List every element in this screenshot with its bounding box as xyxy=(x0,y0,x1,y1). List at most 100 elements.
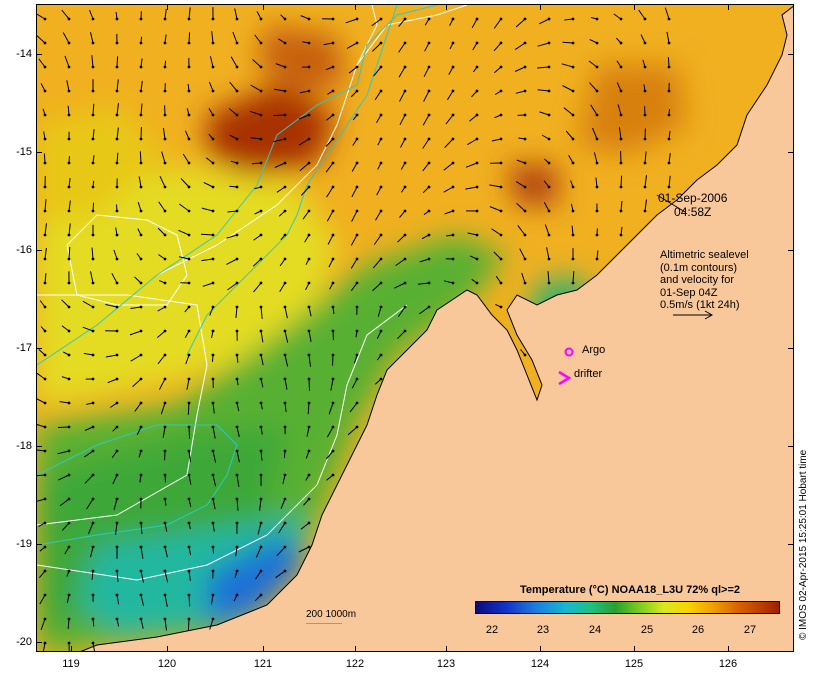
velocity-arrow-head xyxy=(283,257,287,261)
velocity-arrow-head xyxy=(91,497,95,501)
velocity-arrow-head xyxy=(379,185,383,189)
velocity-arrow-head xyxy=(139,617,143,621)
colorbar-tick: 27 xyxy=(743,624,757,636)
velocity-arrow-head xyxy=(91,329,95,333)
velocity-arrow-head xyxy=(211,185,215,189)
velocity-arrow-head xyxy=(643,89,647,93)
velocity-arrow-head xyxy=(235,569,239,573)
velocity-arrow-head xyxy=(379,329,383,333)
velocity-arrow-head xyxy=(667,113,671,117)
velocity-arrow xyxy=(62,32,70,44)
velocity-arrow-head xyxy=(91,401,95,405)
velocity-arrow-head xyxy=(187,521,191,525)
lat-label: -15 xyxy=(16,146,32,158)
velocity-arrow xyxy=(140,546,144,559)
velocity-arrow-head xyxy=(331,137,335,141)
velocity-arrow xyxy=(162,127,166,140)
velocity-arrow-head xyxy=(259,545,263,549)
velocity-arrow xyxy=(471,18,478,29)
velocity-arrow-head xyxy=(571,41,575,45)
velocity-arrow xyxy=(37,474,46,477)
velocity-arrow-head xyxy=(115,473,119,477)
velocity-arrow-head xyxy=(67,521,71,525)
velocity-arrow xyxy=(132,378,142,388)
reference-velocity-arrow xyxy=(673,310,714,320)
velocity-arrow-head xyxy=(163,449,167,453)
velocity-arrow-head xyxy=(427,65,431,69)
velocity-arrow xyxy=(232,31,238,44)
velocity-arrow-head xyxy=(43,161,47,165)
velocity-arrow xyxy=(164,618,167,631)
velocity-arrow xyxy=(571,225,574,236)
velocity-arrow-head xyxy=(403,185,407,189)
velocity-arrow-head xyxy=(355,161,359,165)
velocity-arrow xyxy=(517,225,526,236)
velocity-arrow-head xyxy=(523,17,527,21)
velocity-arrow xyxy=(161,151,166,164)
velocity-arrow-head xyxy=(331,473,335,477)
velocity-arrow-head xyxy=(427,17,431,21)
velocity-arrow-head xyxy=(67,425,71,429)
velocity-arrow-head xyxy=(547,17,551,21)
velocity-arrow-head xyxy=(67,65,71,69)
velocity-arrow xyxy=(130,354,142,362)
velocity-arrow-head xyxy=(43,521,47,525)
velocity-arrow-head xyxy=(163,209,167,213)
velocity-arrow xyxy=(252,59,262,68)
velocity-arrow xyxy=(39,570,46,579)
velocity-arrow xyxy=(276,186,286,193)
velocity-arrow xyxy=(250,84,262,92)
velocity-arrow-head xyxy=(259,473,263,477)
velocity-arrow-head xyxy=(163,569,167,573)
velocity-arrow-head xyxy=(475,233,479,237)
velocity-arrow-head xyxy=(595,17,599,21)
velocity-arrow-head xyxy=(331,41,335,45)
velocity-arrow xyxy=(200,233,214,236)
velocity-arrow-head xyxy=(451,89,455,93)
velocity-arrow xyxy=(260,330,264,343)
velocity-arrow xyxy=(137,202,142,212)
velocity-arrow-head xyxy=(307,209,311,213)
velocity-arrow-head xyxy=(91,185,95,189)
velocity-arrow xyxy=(326,426,334,438)
velocity-arrow-head xyxy=(259,113,263,117)
velocity-arrow-head xyxy=(187,233,191,237)
velocity-arrow-head xyxy=(499,17,503,21)
velocity-arrow xyxy=(516,202,526,212)
velocity-arrow-head xyxy=(43,449,47,453)
velocity-arrow xyxy=(469,114,478,122)
velocity-arrow-head xyxy=(187,473,191,477)
velocity-arrow-head xyxy=(523,257,527,261)
velocity-arrow-head xyxy=(187,353,191,357)
lat-label: -17 xyxy=(16,342,32,354)
velocity-arrow xyxy=(444,210,454,215)
velocity-arrow-head xyxy=(115,353,119,357)
velocity-arrow xyxy=(539,111,550,116)
velocity-arrow xyxy=(325,114,334,121)
velocity-arrow xyxy=(44,273,47,284)
velocity-arrow xyxy=(116,152,119,164)
velocity-arrow xyxy=(61,325,70,332)
velocity-arrow-head xyxy=(91,233,95,237)
velocity-arrow xyxy=(298,114,310,120)
velocity-arrow xyxy=(284,354,289,367)
velocity-arrow xyxy=(235,546,238,557)
velocity-arrow-head xyxy=(115,185,119,189)
velocity-arrow-head xyxy=(595,41,599,45)
velocity-arrow-head xyxy=(283,521,287,525)
velocity-arrow xyxy=(83,352,94,356)
velocity-arrow-head xyxy=(379,305,383,309)
velocity-arrow-head xyxy=(451,185,455,189)
velocity-arrow-head xyxy=(91,425,95,429)
velocity-arrow-head xyxy=(43,233,47,237)
velocity-arrow xyxy=(91,570,94,580)
velocity-arrow xyxy=(82,326,94,332)
velocity-arrow xyxy=(398,66,406,78)
colorbar-tick: 24 xyxy=(588,624,602,636)
velocity-arrow-head xyxy=(115,161,119,165)
velocity-arrow-head xyxy=(163,41,167,45)
velocity-arrow-head xyxy=(139,233,143,237)
velocity-arrow-head xyxy=(187,545,191,549)
velocity-arrow xyxy=(493,251,502,260)
velocity-arrow xyxy=(300,186,310,196)
